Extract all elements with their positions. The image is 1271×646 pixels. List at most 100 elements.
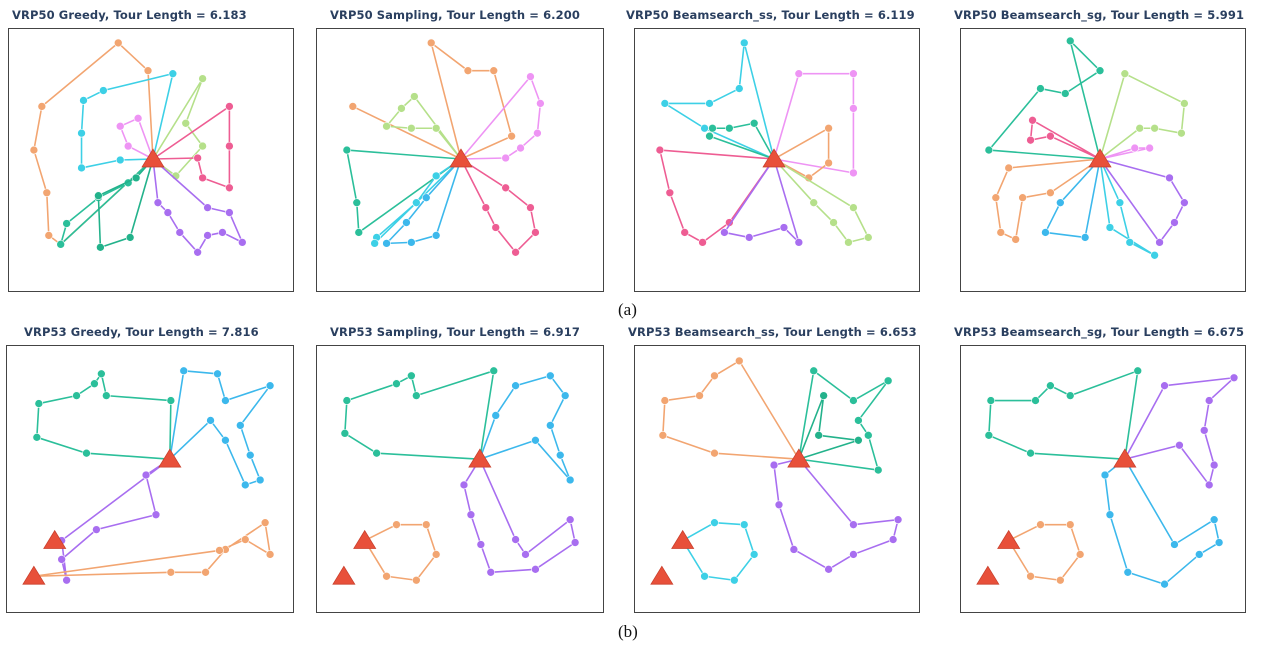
route-line-purple xyxy=(723,158,800,244)
customer-node xyxy=(412,391,421,400)
customer-node xyxy=(854,436,863,445)
customer-node xyxy=(125,233,135,242)
depot-marker xyxy=(650,565,674,585)
customer-node xyxy=(151,510,161,519)
customer-node xyxy=(1160,579,1169,589)
customer-node xyxy=(179,366,189,376)
customer-node xyxy=(730,575,739,585)
customer-node xyxy=(1229,373,1239,383)
customer-node xyxy=(1209,460,1219,470)
customer-node xyxy=(372,448,381,458)
customer-node xyxy=(1133,366,1143,376)
customer-node xyxy=(735,84,744,93)
customer-node xyxy=(225,102,234,111)
customer-node xyxy=(421,520,431,529)
route-line-teal xyxy=(798,370,889,471)
customer-node xyxy=(1160,381,1169,390)
route-line-blue xyxy=(1104,458,1220,586)
route-line-orange xyxy=(662,360,800,460)
customer-node xyxy=(96,243,105,252)
panel-title-vrp50-beamsearch-ss: VRP50 Beamsearch_ss, Tour Length = 6.119 xyxy=(626,8,915,22)
customer-node xyxy=(1125,238,1135,247)
customer-node xyxy=(511,381,520,390)
customer-node xyxy=(342,396,352,405)
customer-node xyxy=(1065,36,1075,46)
customer-node xyxy=(57,555,66,564)
customer-node xyxy=(526,203,535,212)
customer-node xyxy=(854,416,863,425)
customer-node xyxy=(1036,520,1045,529)
customer-node xyxy=(844,238,853,247)
route-line-violet xyxy=(119,117,154,160)
customer-node xyxy=(531,436,540,445)
customer-node xyxy=(407,123,416,133)
customer-node xyxy=(62,219,71,228)
customer-node xyxy=(739,38,749,48)
customer-node xyxy=(829,218,838,227)
customer-node xyxy=(849,396,858,405)
customer-node xyxy=(1080,233,1090,242)
customer-node xyxy=(665,188,675,198)
panel-title-vrp53-beamsearch-ss: VRP53 Beamsearch_ss, Tour Length = 6.653 xyxy=(628,325,917,339)
customer-node xyxy=(1075,550,1085,559)
customer-node xyxy=(531,228,540,237)
panel-title-vrp53-sampling: VRP53 Sampling, Tour Length = 6.917 xyxy=(330,325,580,339)
customer-node xyxy=(407,238,416,247)
customer-node xyxy=(486,568,496,577)
customer-node xyxy=(94,191,103,200)
route-line-pink xyxy=(460,158,537,254)
customer-node xyxy=(819,391,828,400)
customer-node xyxy=(340,429,350,438)
customer-node xyxy=(352,198,362,207)
customer-node xyxy=(115,121,125,131)
customer-node xyxy=(888,535,898,544)
customer-node xyxy=(382,239,391,248)
customer-node xyxy=(255,475,265,485)
customer-node xyxy=(131,173,141,183)
customer-node xyxy=(789,545,799,554)
customer-node xyxy=(410,92,419,101)
panel-title-vrp53-beamsearch-sg: VRP53 Beamsearch_sg, Tour Length = 6.675 xyxy=(954,325,1245,339)
customer-node xyxy=(546,421,555,430)
customer-node xyxy=(32,433,42,442)
customer-node xyxy=(402,218,411,227)
customer-node xyxy=(215,546,224,555)
customer-node xyxy=(1204,396,1214,405)
customer-node xyxy=(864,431,873,440)
route-plot-vrp50-beamsearch-sg xyxy=(960,28,1246,292)
customer-node xyxy=(1150,123,1159,133)
depot-marker xyxy=(1113,448,1137,468)
customer-node xyxy=(354,228,364,237)
customer-node xyxy=(463,66,473,75)
customer-node xyxy=(221,396,230,405)
caption-a: (a) xyxy=(618,300,637,319)
customer-node xyxy=(44,231,54,240)
customer-node xyxy=(521,550,530,559)
route-line-pink xyxy=(659,149,775,244)
route-line-cyan xyxy=(373,158,462,245)
panel-title-vrp50-greedy: VRP50 Greedy, Tour Length = 6.183 xyxy=(12,8,247,22)
customer-node xyxy=(809,366,818,376)
customer-node xyxy=(536,99,545,108)
customer-node xyxy=(864,233,873,242)
customer-node xyxy=(849,203,858,212)
customer-node xyxy=(168,69,178,78)
depot-marker xyxy=(43,529,67,549)
route-line-purple xyxy=(1099,158,1186,244)
customer-node xyxy=(824,565,833,574)
customer-node xyxy=(241,535,250,544)
customer-node xyxy=(1046,131,1055,141)
customer-node xyxy=(133,114,143,123)
customer-node xyxy=(991,193,1001,202)
customer-node xyxy=(260,518,270,527)
customer-node xyxy=(511,535,520,544)
route-line-purple xyxy=(60,458,171,582)
panel-title-vrp53-greedy: VRP53 Greedy, Tour Length = 7.816 xyxy=(24,325,259,339)
customer-node xyxy=(181,119,191,128)
route-line-lime xyxy=(385,95,462,160)
customer-node xyxy=(72,391,81,400)
customer-node xyxy=(1026,448,1035,458)
customer-node xyxy=(203,203,212,212)
customer-node xyxy=(1004,163,1013,173)
route-line-pink xyxy=(152,105,231,189)
